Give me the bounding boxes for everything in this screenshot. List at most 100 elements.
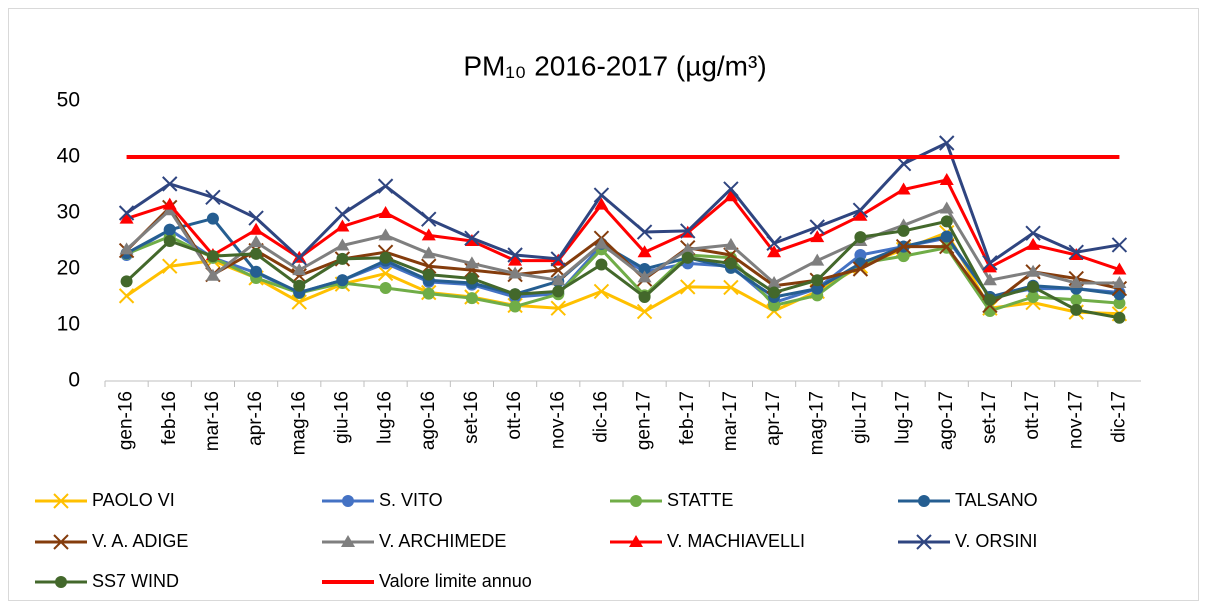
point	[205, 268, 220, 281]
x-tick-label: nov-16	[547, 391, 568, 449]
point	[118, 205, 135, 221]
legend-label: V. MACHIAVELLI	[667, 531, 805, 551]
x-tick-label: apr-16	[245, 391, 266, 446]
chart-border	[8, 8, 1199, 601]
point	[916, 534, 932, 550]
point	[163, 223, 176, 236]
point	[421, 211, 437, 227]
x-tick-label: nov-17	[1065, 391, 1086, 449]
point	[896, 182, 911, 195]
legend-label: V. ORSINI	[955, 531, 1037, 551]
point	[334, 206, 351, 222]
point	[723, 189, 738, 202]
x-tick-label: mag-16	[288, 391, 309, 455]
point	[636, 303, 653, 320]
legend-label: SS7 WIND	[92, 571, 179, 591]
point	[636, 224, 653, 240]
legend-item: TALSANO	[898, 490, 1038, 510]
point	[1026, 237, 1041, 250]
x-tick-label: feb-16	[159, 391, 180, 445]
legend-item: V. MACHIAVELLI	[610, 531, 805, 551]
x-tick-label: mar-16	[202, 391, 223, 451]
point	[767, 276, 782, 288]
point	[120, 275, 133, 288]
point	[629, 535, 643, 547]
point	[550, 251, 566, 267]
point	[292, 263, 307, 276]
point	[811, 282, 824, 295]
point	[853, 208, 868, 221]
point	[377, 265, 394, 282]
point	[897, 250, 910, 263]
legend-label: V. A. ADIGE	[92, 531, 188, 551]
point	[249, 222, 264, 235]
point	[680, 223, 696, 239]
y-tick-label: 20	[57, 257, 80, 280]
x-tick-label: ott-17	[1022, 391, 1043, 440]
point	[594, 236, 609, 249]
point	[809, 219, 825, 235]
point	[810, 230, 825, 243]
x-tick-label: ago-16	[418, 391, 439, 450]
point	[982, 255, 998, 271]
point	[1111, 237, 1128, 253]
legend-item: PAOLO VI	[35, 490, 175, 510]
point	[768, 299, 781, 312]
legend-item: Valore limite annuo	[322, 571, 532, 591]
point	[550, 300, 566, 316]
point	[119, 242, 134, 255]
point	[854, 231, 867, 244]
point	[939, 201, 954, 214]
point	[163, 235, 176, 247]
point	[464, 256, 479, 269]
point	[55, 576, 67, 588]
point	[852, 261, 869, 277]
point	[465, 272, 478, 285]
point	[293, 279, 306, 292]
point	[854, 249, 867, 261]
point	[53, 493, 69, 509]
point	[982, 260, 997, 273]
point	[552, 285, 565, 298]
point	[638, 291, 651, 303]
x-tick-label: mag-17	[806, 391, 827, 455]
point	[379, 251, 392, 264]
x-tick-label: ott-16	[504, 391, 525, 440]
point	[378, 228, 393, 241]
legend-label: Valore limite annuo	[379, 571, 532, 591]
point	[291, 268, 307, 284]
legend-label: STATTE	[667, 490, 733, 510]
legend-label: PAOLO VI	[92, 490, 175, 510]
point	[1070, 303, 1083, 316]
point	[1113, 311, 1126, 324]
point	[1112, 276, 1127, 288]
series-line	[125, 217, 1120, 299]
point	[895, 156, 912, 172]
point	[422, 287, 435, 300]
point	[630, 495, 642, 507]
point	[767, 245, 782, 258]
point	[421, 246, 436, 259]
point	[939, 172, 954, 185]
chart-title: PM₁₀ 2016-2017 (µg/m³)	[463, 50, 766, 81]
point	[509, 300, 522, 313]
y-tick-label: 10	[57, 313, 80, 336]
point	[594, 197, 609, 210]
point	[723, 237, 738, 250]
point	[895, 238, 912, 255]
point	[507, 247, 523, 263]
point	[1068, 244, 1084, 260]
point	[508, 266, 523, 279]
point	[422, 268, 435, 281]
legend-item: V. ORSINI	[898, 531, 1037, 551]
point	[595, 258, 608, 271]
point	[1027, 291, 1040, 303]
series-line	[125, 207, 1120, 285]
point	[464, 230, 480, 246]
legend-item: STATTE	[610, 490, 733, 510]
y-tick-label: 50	[57, 89, 80, 112]
legend-item: S. VITO	[322, 490, 443, 510]
point	[681, 251, 694, 264]
x-tick-label: apr-17	[763, 391, 784, 446]
point	[593, 283, 610, 300]
